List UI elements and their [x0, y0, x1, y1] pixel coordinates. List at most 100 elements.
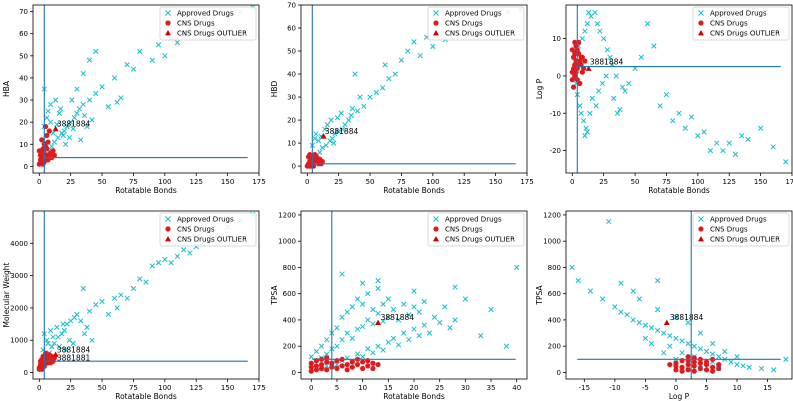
- y-tick-label: 0: [292, 163, 296, 171]
- y-tick-label: 0: [557, 72, 561, 80]
- approved-drug-point: [84, 324, 90, 330]
- approved-drug-point: [81, 331, 88, 337]
- axes-frame: [32, 4, 260, 174]
- cns-drug-point: [691, 363, 697, 369]
- approved-drug-point: [595, 88, 602, 94]
- approved-drug-point: [76, 106, 83, 112]
- legend: Approved Drugs CNS Drugs CNS Drugs OUTLIER: [159, 212, 257, 247]
- legend-label: CNS Drugs OUTLIER: [445, 30, 515, 38]
- approved-drug-point: [601, 35, 607, 42]
- approved-drug-point: [676, 110, 682, 116]
- subplot-2: 3881884 0 25 50 75 100 125 150 175 0 10 20 30 40 50 60 7…: [270, 2, 534, 196]
- approved-drug-point: [395, 317, 402, 323]
- y-tick-label: 1000: [543, 238, 561, 246]
- x-tick-label: 125: [723, 178, 736, 186]
- subplot-1: 3881884 0 25 50 75 100 125 150 175 0 10 20 30 40 50 60 7…: [2, 4, 266, 195]
- approved-drug-point: [51, 139, 57, 145]
- approved-drug-point: [379, 85, 386, 91]
- legend-approved-marker: [698, 216, 704, 222]
- y-tick-label: 400: [548, 316, 561, 324]
- approved-drug-point: [313, 348, 320, 355]
- approved-drug-point: [580, 118, 587, 124]
- approved-drug-point: [56, 344, 63, 350]
- approved-drug-point: [688, 114, 695, 120]
- x-tick-label: 0: [37, 178, 41, 186]
- approved-drug-point: [315, 138, 322, 144]
- approved-drug-point: [648, 340, 655, 347]
- approved-drug-point: [431, 314, 438, 320]
- outlier-annotation: 3881884: [57, 120, 91, 129]
- x-tick-label: 150: [754, 178, 767, 186]
- approved-drug-point: [575, 277, 581, 284]
- approved-drug-point: [74, 311, 80, 318]
- approved-drug-point: [716, 354, 722, 360]
- cns-drug-point: [318, 365, 325, 372]
- legend: Approved Drugs CNS Drugs CNS Drugs OUTLIER: [159, 6, 257, 41]
- approved-drug-point: [111, 295, 118, 301]
- x-tick-label: 15: [763, 384, 772, 392]
- y-tick-label: 30: [19, 97, 28, 105]
- approved-drug-point: [49, 143, 55, 150]
- approved-drug-point: [181, 247, 187, 253]
- approved-drug-point: [313, 131, 319, 137]
- approved-drug-point: [685, 340, 691, 347]
- approved-drug-point: [667, 343, 673, 349]
- approved-drug-point: [695, 133, 701, 139]
- legend-label: CNS Drugs OUTLIER: [710, 236, 780, 244]
- approved-drug-point: [411, 304, 417, 310]
- cns-drug-point: [318, 361, 325, 368]
- approved-drug-point: [60, 132, 66, 139]
- cns-drug-point: [573, 69, 579, 75]
- y-tick-label: 70: [19, 8, 28, 16]
- approved-drug-point: [488, 306, 494, 313]
- cns-drug-point: [40, 161, 46, 167]
- approved-drug-point: [380, 347, 386, 353]
- approved-drug-point: [118, 95, 124, 101]
- approved-drug-point: [155, 42, 162, 48]
- y-tick-label: 3000: [10, 272, 28, 280]
- approved-drug-point: [370, 350, 376, 356]
- approved-drug-point: [411, 288, 417, 294]
- x-tick-label: 75: [662, 178, 671, 186]
- x-tick-label: 175: [520, 178, 533, 186]
- approved-drug-point: [344, 309, 350, 315]
- approved-drug-point: [642, 335, 649, 341]
- x-axis-label: Rotatable Bonds: [383, 186, 445, 195]
- approved-drug-point: [638, 54, 644, 60]
- approved-drug-point: [679, 338, 685, 344]
- approved-drug-point: [69, 97, 75, 103]
- approved-drug-point: [354, 296, 361, 302]
- cns-drug-point: [709, 364, 716, 370]
- approved-drug-point: [375, 285, 381, 292]
- approved-drug-point: [308, 354, 314, 360]
- y-tick-label: 0: [292, 369, 296, 377]
- legend-label: CNS Drugs: [445, 20, 483, 28]
- x-tick-label: 50: [98, 178, 107, 186]
- x-tick-label: 50: [98, 384, 107, 392]
- legend-label: CNS Drugs OUTLIER: [445, 236, 515, 244]
- cns-drug-point: [667, 361, 673, 368]
- approved-drug-point: [45, 108, 51, 114]
- approved-drug-point: [130, 285, 137, 292]
- approved-drug-point: [52, 97, 59, 103]
- cns-drug-point: [679, 368, 685, 374]
- approved-drug-point: [685, 319, 691, 326]
- cns-drug-point: [697, 365, 703, 372]
- approved-drug-point: [339, 126, 346, 132]
- approved-drug-point: [339, 271, 345, 277]
- approved-drug-point: [354, 108, 361, 114]
- cns-drug-point: [691, 368, 697, 374]
- x-tick-label: 30: [461, 384, 470, 392]
- approved-drug-point: [105, 104, 111, 110]
- legend-approved-marker: [698, 10, 704, 16]
- cns-drug-point: [697, 360, 703, 366]
- x-tick-label: 100: [158, 178, 171, 186]
- approved-drug-point: [612, 304, 618, 310]
- x-tick-label: 150: [221, 384, 234, 392]
- cns-drug-point: [313, 367, 320, 373]
- cns-drug-point: [39, 154, 45, 161]
- approved-drug-point: [734, 354, 740, 360]
- cns-outlier-point: [663, 319, 670, 325]
- x-tick-label: 100: [691, 178, 704, 186]
